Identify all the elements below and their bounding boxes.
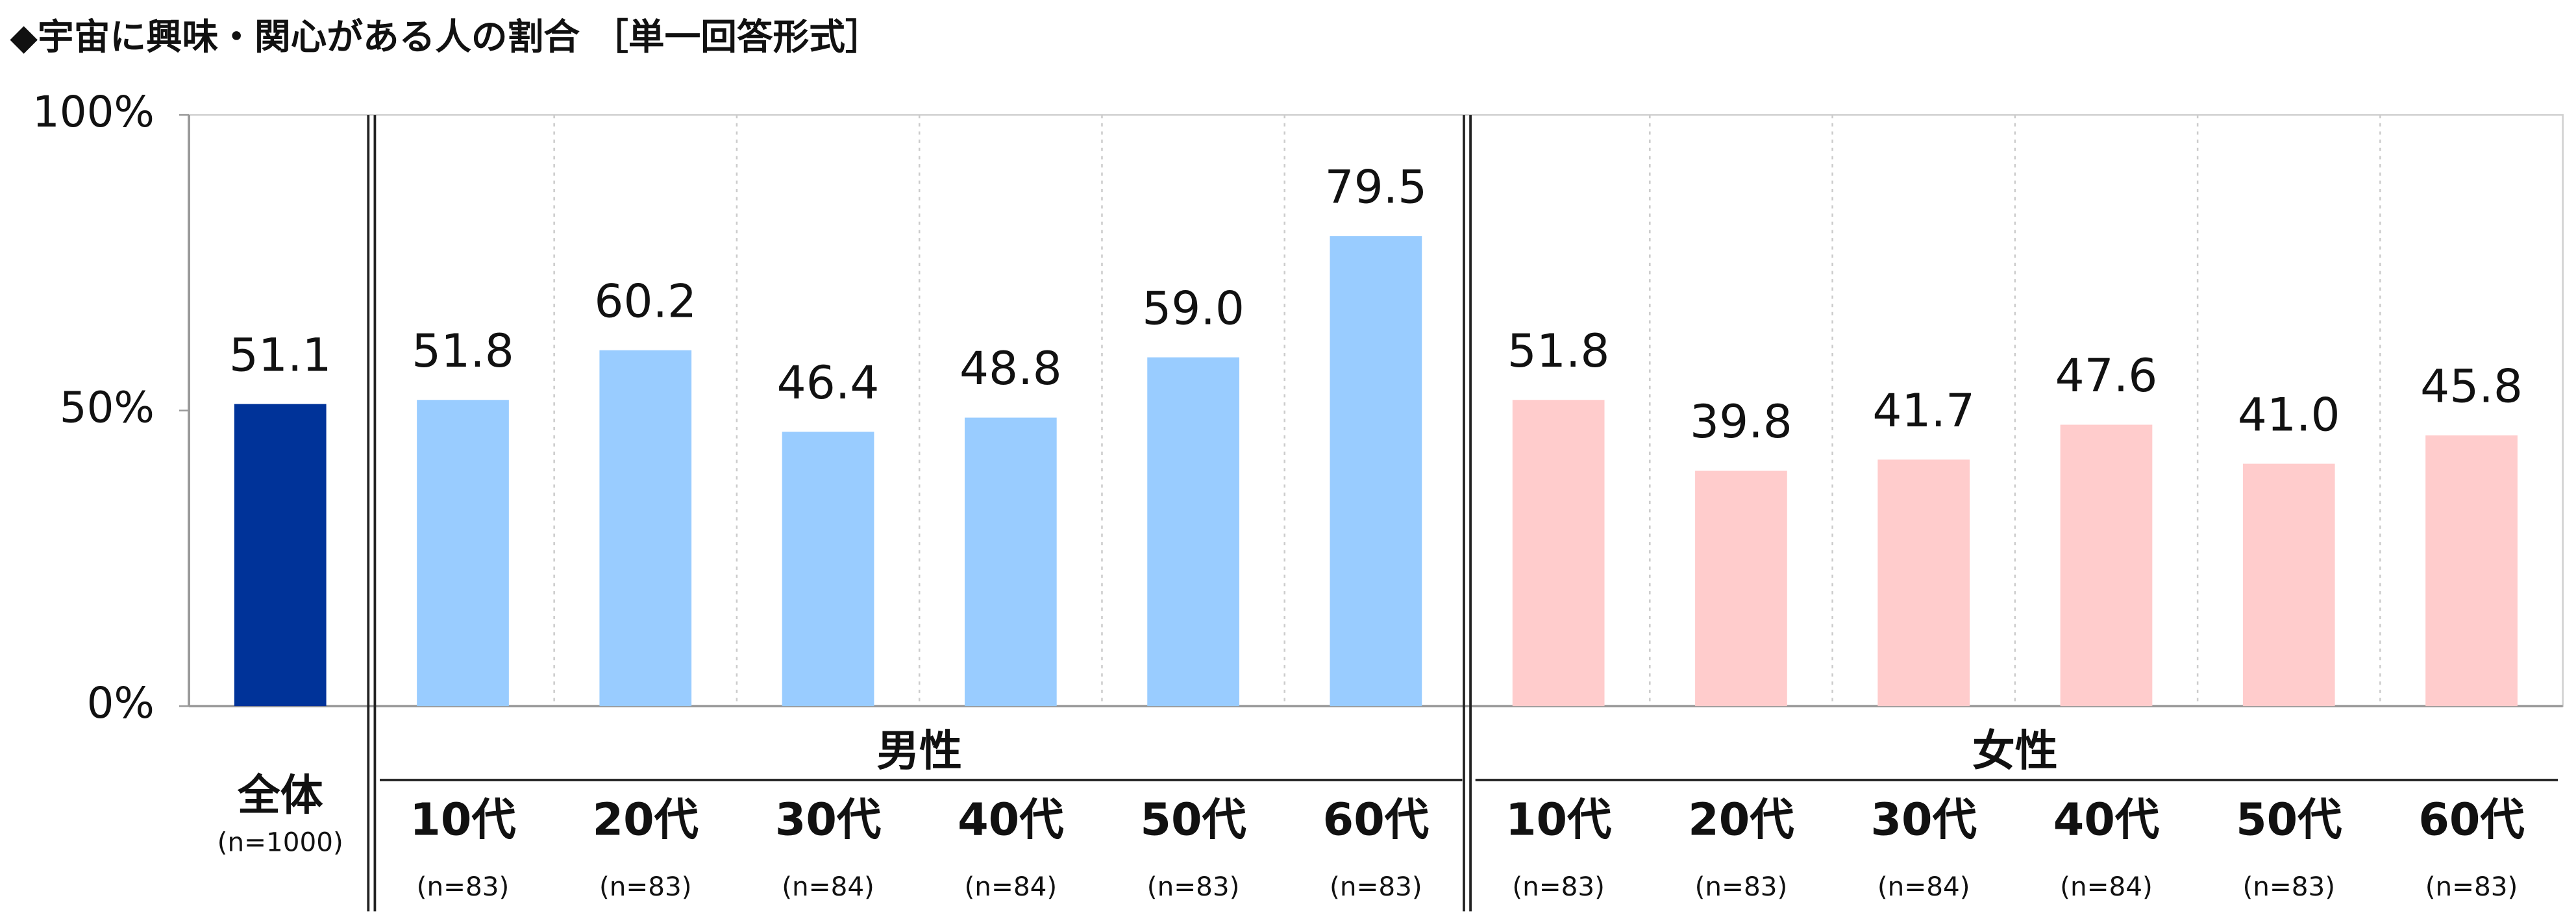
bar — [2425, 435, 2518, 707]
bar — [1147, 357, 1239, 707]
bar — [782, 432, 874, 707]
n-label: (n=83) — [2425, 871, 2518, 902]
y-tick-label: 100% — [32, 87, 155, 137]
n-label: (n=84) — [2060, 871, 2153, 902]
n-label: (n=83) — [599, 871, 692, 902]
n-label: (n=84) — [965, 871, 1058, 902]
category-label: 40代 — [958, 794, 1063, 846]
value-label: 51.1 — [229, 328, 332, 382]
n-label: (n=84) — [782, 871, 874, 902]
chart-title: ◆宇宙に興味・関心がある人の割合 ［単一回答形式］ — [10, 16, 881, 58]
category-label: 30代 — [775, 794, 881, 846]
value-label: 51.8 — [412, 324, 514, 378]
bar — [1512, 400, 1605, 707]
value-label: 39.8 — [1690, 395, 1792, 448]
value-label: 51.8 — [1507, 324, 1610, 378]
value-label: 60.2 — [594, 274, 697, 328]
group-label: 女性 — [1972, 726, 2058, 776]
n-label: (n=83) — [1147, 871, 1240, 902]
category-label: 60代 — [1323, 794, 1429, 846]
n-label: (n=83) — [1512, 871, 1605, 902]
category-label: 40代 — [2053, 794, 2159, 846]
value-label: 47.6 — [2055, 348, 2158, 402]
n-label: (n=83) — [2242, 871, 2335, 902]
y-tick-label: 0% — [87, 678, 155, 728]
group-label: 男性 — [876, 726, 962, 776]
n-label: (n=83) — [1330, 871, 1422, 902]
bar — [2242, 463, 2335, 707]
category-label: 20代 — [1688, 794, 1794, 846]
value-label: 41.0 — [2238, 387, 2340, 441]
value-label: 59.0 — [1142, 281, 1245, 335]
n-label: (n=83) — [417, 871, 510, 902]
y-tick-label: 50% — [60, 383, 155, 433]
bar — [1877, 459, 1970, 707]
category-label: 全体 — [237, 770, 323, 820]
value-label: 46.4 — [777, 356, 880, 409]
n-label: (n=84) — [1877, 871, 1970, 902]
category-label: 10代 — [1505, 794, 1611, 846]
category-label: 30代 — [1871, 794, 1977, 846]
value-label: 48.8 — [960, 341, 1062, 395]
bar — [599, 350, 692, 707]
bar — [1695, 470, 1787, 707]
value-label: 79.5 — [1325, 160, 1428, 214]
bar — [1330, 236, 1422, 707]
value-label: 41.7 — [1872, 384, 1975, 437]
n-label: (n=83) — [1695, 871, 1788, 902]
bar — [417, 400, 509, 707]
bar — [964, 417, 1057, 707]
n-label: (n=1000) — [217, 827, 343, 858]
category-label: 20代 — [593, 794, 699, 846]
value-label: 45.8 — [2420, 360, 2523, 413]
category-label: 10代 — [410, 794, 515, 846]
bar — [234, 404, 327, 707]
bar — [2060, 424, 2153, 707]
category-label: 50代 — [1140, 794, 1246, 846]
category-label: 60代 — [2418, 794, 2524, 846]
category-label: 50代 — [2236, 794, 2342, 846]
